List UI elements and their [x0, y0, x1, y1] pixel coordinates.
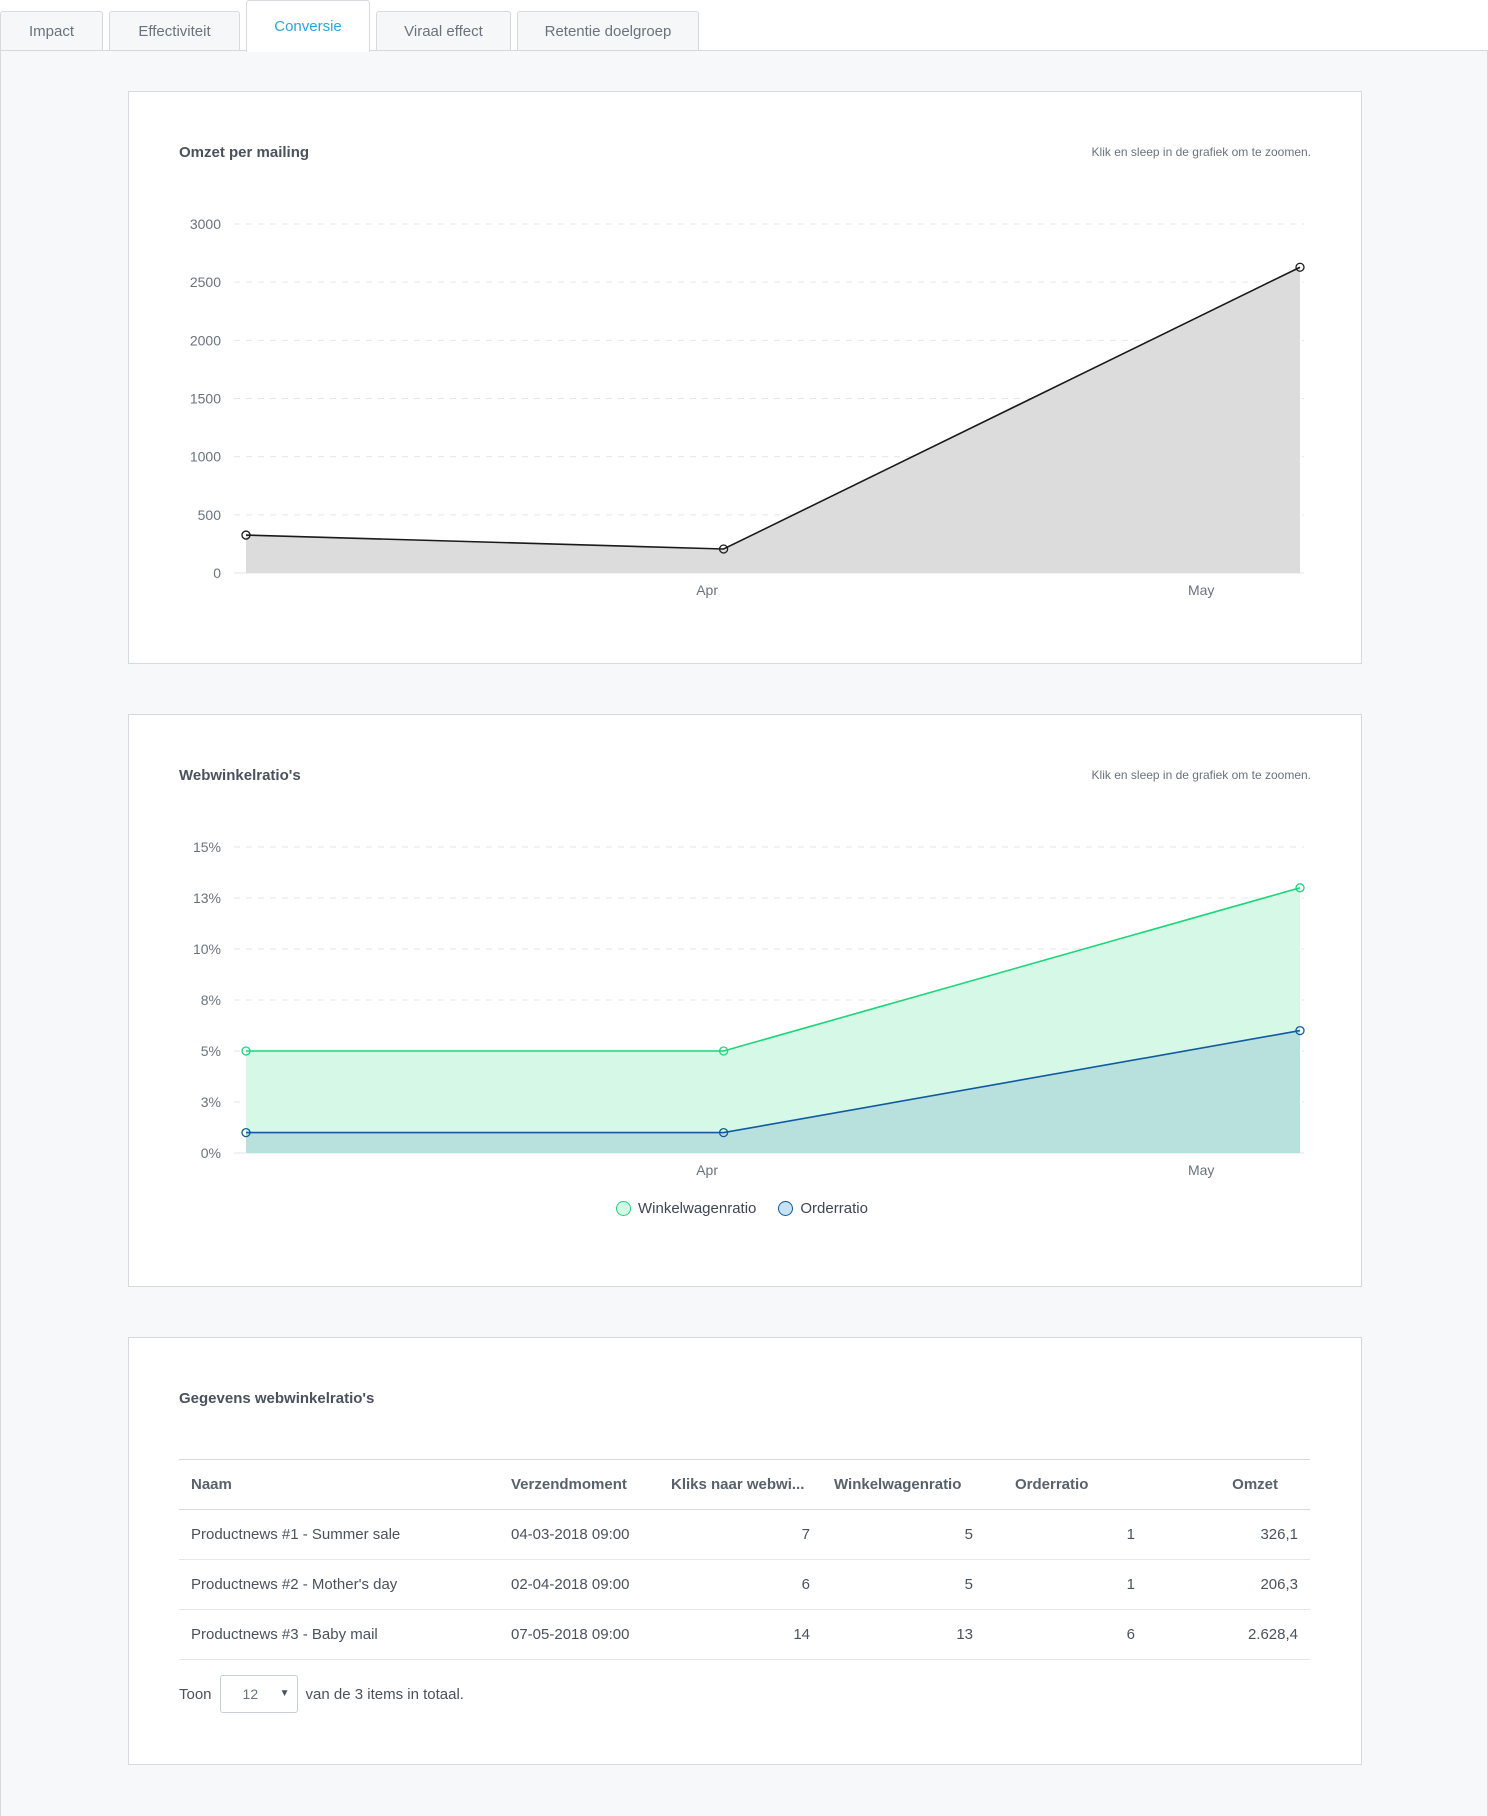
tab-impact[interactable]: Impact [0, 11, 103, 51]
column-header-kliks[interactable]: Kliks naar webwi... [659, 1459, 822, 1510]
series-area [246, 1030, 1300, 1153]
y-tick-label: 500 [198, 507, 222, 523]
page-size-select[interactable]: 12 ▼ [219, 1675, 298, 1713]
tab-divider [0, 50, 1488, 51]
series-line [245, 266, 1301, 550]
legend-item-orderratio[interactable]: Orderratio [778, 1200, 868, 1217]
y-tick-label: 2500 [190, 274, 221, 290]
y-tick-label: 5% [201, 1043, 221, 1059]
column-header-orderratio[interactable]: Orderratio [985, 1459, 1147, 1510]
y-tick-label: 10% [193, 941, 221, 957]
cell-naam: Productnews #3 - Baby mail [179, 1609, 499, 1660]
ratio-table-panel: Gegevens webwinkelratio's Naam Verzendmo… [128, 1337, 1362, 1765]
page-size-value: 12 [242, 1686, 259, 1702]
cell-verzendmoment: 04-03-2018 09:00 [499, 1509, 659, 1560]
legend-label: Orderratio [800, 1200, 868, 1217]
table-row[interactable]: Productnews #3 - Baby mail 07-05-2018 09… [179, 1609, 1310, 1660]
data-point [1295, 1025, 1305, 1036]
series-line [246, 1029, 1301, 1134]
data-point [1295, 883, 1305, 893]
legend-marker [616, 1201, 631, 1216]
cell-winkelwagenratio: 5 [822, 1509, 985, 1560]
legend-item-winkelwagenratio[interactable]: Winkelwagenratio [616, 1200, 756, 1217]
cell-orderratio: 6 [985, 1609, 1147, 1660]
table-row[interactable]: Productnews #2 - Mother's day 02-04-2018… [179, 1559, 1310, 1610]
y-tick-label: 3000 [190, 216, 221, 232]
zoom-hint: Klik en sleep in de grafiek om te zoomen… [1091, 145, 1311, 159]
cell-orderratio: 1 [985, 1559, 1147, 1610]
cell-kliks: 7 [659, 1509, 822, 1560]
y-tick-label: 2000 [190, 332, 221, 348]
data-point [1295, 262, 1305, 272]
column-header-winkelwagenratio[interactable]: Winkelwagenratio [822, 1459, 985, 1510]
tab-conversie[interactable]: Conversie [246, 0, 370, 52]
y-tick-label: 13% [193, 890, 221, 906]
y-tick-label: 1000 [190, 449, 221, 465]
column-header-naam[interactable]: Naam [179, 1459, 499, 1510]
tab-bar: Impact Effectiviteit Conversie Viraal ef… [0, 0, 1488, 52]
x-tick-label: May [1188, 1162, 1214, 1178]
tab-effectiviteit[interactable]: Effectiviteit [109, 11, 240, 51]
x-tick-label: Apr [696, 1162, 718, 1178]
revenue-chart-panel: Omzet per mailing Klik en sleep in de gr… [128, 91, 1362, 664]
cell-omzet: 206,3 [1147, 1559, 1310, 1610]
series-area [246, 267, 1300, 573]
cell-naam: Productnews #2 - Mother's day [179, 1559, 499, 1610]
data-point [718, 1046, 729, 1056]
ratio-chart-title: Webwinkelratio's [179, 767, 301, 784]
cell-winkelwagenratio: 5 [822, 1559, 985, 1610]
table-title: Gegevens webwinkelratio's [179, 1390, 375, 1407]
pager-total: van de 3 items in totaal. [305, 1685, 464, 1703]
column-header-omzet[interactable]: Omzet [1147, 1459, 1310, 1510]
column-header-verzendmoment[interactable]: Verzendmoment [499, 1459, 659, 1510]
revenue-chart[interactable]: 0 500 1000 1500 2000 2500 3000 Apr May [129, 172, 1361, 672]
table-row[interactable]: Productnews #1 - Summer sale 04-03-2018 … [179, 1509, 1310, 1560]
revenue-chart-title: Omzet per mailing [179, 144, 310, 161]
pager-label: Toon [179, 1685, 212, 1703]
tab-viraal-effect[interactable]: Viraal effect [376, 11, 511, 51]
cell-verzendmoment: 02-04-2018 09:00 [499, 1559, 659, 1610]
data-point [241, 1046, 251, 1056]
cell-omzet: 326,1 [1147, 1509, 1310, 1560]
y-tick-label: 0 [213, 565, 221, 581]
main-content: Omzet per mailing Klik en sleep in de gr… [0, 51, 1488, 1816]
cell-kliks: 14 [659, 1609, 822, 1660]
data-point [718, 544, 729, 554]
cell-kliks: 6 [659, 1559, 822, 1610]
y-tick-label: 0% [201, 1145, 221, 1161]
cell-verzendmoment: 07-05-2018 09:00 [499, 1609, 659, 1660]
x-tick-label: May [1188, 582, 1214, 598]
pagination: Toon 12 ▼ van de 3 items in totaal. [179, 1675, 464, 1713]
legend-marker [778, 1201, 794, 1216]
chevron-down-icon: ▼ [279, 1688, 290, 1699]
data-point [241, 1127, 251, 1138]
y-tick-label: 3% [201, 1094, 221, 1110]
table-header-row: Naam Verzendmoment Kliks naar webwi... W… [179, 1459, 1310, 1510]
chart-legend: Winkelwagenratio Orderratio [616, 1200, 868, 1217]
data-point [241, 530, 251, 540]
y-tick-label: 8% [201, 992, 221, 1008]
ratio-chart-panel: Webwinkelratio's Klik en sleep in de gra… [128, 714, 1362, 1287]
tab-retentie-doelgroep[interactable]: Retentie doelgroep [517, 11, 699, 51]
cell-winkelwagenratio: 13 [822, 1609, 985, 1660]
data-point [718, 1127, 729, 1138]
cell-naam: Productnews #1 - Summer sale [179, 1509, 499, 1560]
series-line [246, 887, 1301, 1052]
y-tick-label: 15% [193, 839, 221, 855]
y-tick-label: 1500 [190, 391, 221, 407]
cell-omzet: 2.628,4 [1147, 1609, 1310, 1660]
legend-label: Winkelwagenratio [638, 1200, 757, 1217]
x-tick-label: Apr [696, 582, 718, 598]
zoom-hint: Klik en sleep in de grafiek om te zoomen… [1091, 768, 1311, 782]
ratio-chart[interactable]: 0% 3% 5% 8% 10% 13% 15% Apr May [129, 795, 1361, 1215]
ratio-table: Naam Verzendmoment Kliks naar webwi... W… [179, 1459, 1310, 1660]
cell-orderratio: 1 [985, 1509, 1147, 1560]
